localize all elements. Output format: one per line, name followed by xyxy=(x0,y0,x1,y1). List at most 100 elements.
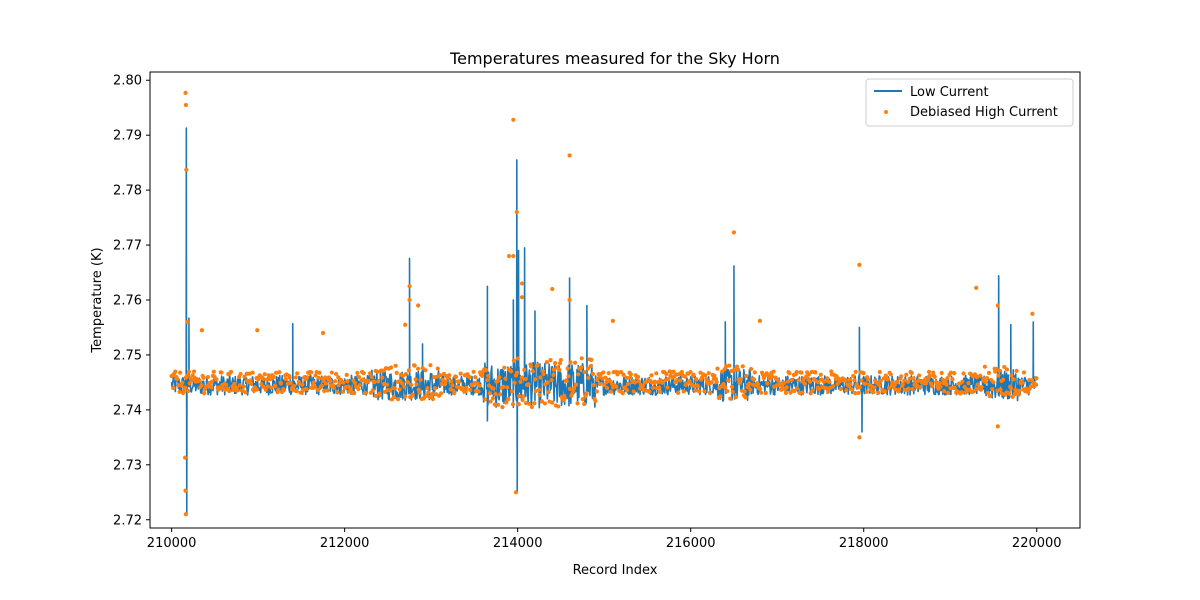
series-high-current-point xyxy=(910,387,915,392)
series-high-current-point xyxy=(293,375,298,380)
series-high-current-point xyxy=(911,376,916,381)
series-high-current-point xyxy=(647,389,652,394)
series-high-current-point xyxy=(537,387,542,392)
series-high-current-point xyxy=(271,374,276,380)
series-high-current-point xyxy=(425,385,430,391)
series-high-current-point xyxy=(595,377,600,383)
series-high-current-point xyxy=(724,364,729,369)
series-high-current-point xyxy=(539,399,545,404)
series-high-current-point xyxy=(730,389,735,394)
series-high-current-point xyxy=(556,404,561,409)
series-high-current-point xyxy=(545,380,550,385)
series-high-current-point xyxy=(688,369,693,375)
series-high-current-point xyxy=(237,383,242,388)
series-high-current-point xyxy=(513,490,519,495)
series-high-current-point xyxy=(291,383,297,389)
series-high-current-point xyxy=(304,386,309,392)
series-high-current-point xyxy=(348,386,353,391)
series-high-current-point xyxy=(568,360,573,365)
series-high-current-point xyxy=(604,385,610,391)
series-high-current-point xyxy=(942,388,947,394)
series-high-current-point xyxy=(593,398,598,404)
series-high-current-point xyxy=(511,117,516,122)
series-high-current-point xyxy=(340,389,345,394)
series-high-current-point xyxy=(185,319,190,325)
series-high-current-point xyxy=(749,366,754,372)
series-high-current-point xyxy=(182,455,188,460)
series-high-current-point xyxy=(434,374,440,379)
series-high-current-point xyxy=(313,373,318,378)
series-high-current-point xyxy=(1030,311,1035,316)
series-high-current-point xyxy=(477,383,482,388)
series-high-current-point xyxy=(586,375,591,380)
series-high-current-point xyxy=(265,384,270,389)
series-high-current-point xyxy=(1011,377,1016,382)
series-high-current-point xyxy=(456,379,461,384)
series-high-current-point xyxy=(544,360,549,365)
legend: Low Current Debiased High Current xyxy=(865,78,1074,127)
series-high-current-point xyxy=(214,377,219,382)
series-high-current-point xyxy=(250,370,255,375)
series-high-current-point xyxy=(309,370,314,375)
series-high-current-point xyxy=(550,400,555,405)
series-high-current-point xyxy=(316,375,321,380)
series-high-current-point xyxy=(893,387,898,392)
series-high-current-point xyxy=(1021,370,1027,375)
legend-label-high-current: Debiased High Current xyxy=(910,105,1058,120)
series-high-current-point xyxy=(738,377,743,382)
series-high-current-point xyxy=(776,378,781,383)
series-high-current-point xyxy=(859,378,864,383)
series-high-current-point xyxy=(180,380,185,385)
series-high-current-point xyxy=(242,374,247,379)
series-high-current-point xyxy=(369,374,374,380)
series-high-current-point xyxy=(731,230,737,235)
series-high-current-point xyxy=(906,386,911,391)
series-high-current-point xyxy=(514,370,520,375)
series-high-current-point xyxy=(567,297,572,303)
series-high-current-point xyxy=(649,373,654,378)
series-high-current-point xyxy=(495,378,500,384)
series-high-current-point xyxy=(676,390,681,395)
series-high-current-point xyxy=(377,392,383,398)
series-high-current-point xyxy=(755,382,761,387)
series-high-current-point xyxy=(506,253,512,259)
series-high-current-point xyxy=(802,381,807,387)
series-high-current-point xyxy=(273,370,279,375)
series-high-current-point xyxy=(331,385,336,390)
series-high-current-point xyxy=(397,387,402,392)
series-high-current-point xyxy=(439,381,444,387)
series-high-current-point xyxy=(982,364,987,369)
series-high-current-point xyxy=(590,371,596,376)
series-high-current-point xyxy=(487,391,492,396)
series-high-current-point xyxy=(483,397,488,402)
series-high-current-point xyxy=(909,370,914,376)
series-high-current-point xyxy=(792,388,797,394)
series-high-current-point xyxy=(573,382,579,387)
series-high-current-point xyxy=(171,385,176,391)
series-high-current-point xyxy=(800,390,805,395)
series-high-current-point xyxy=(585,366,591,371)
series-high-current-point xyxy=(227,388,232,394)
series-high-current-point xyxy=(276,387,281,392)
series-high-current-point xyxy=(939,370,944,376)
series-high-current-point xyxy=(263,387,268,392)
series-high-current-point xyxy=(403,322,408,327)
series-high-current-point xyxy=(818,372,823,377)
series-high-current-point xyxy=(856,390,861,396)
series-high-current-point xyxy=(443,379,448,384)
series-high-current-point xyxy=(437,373,443,378)
series-high-current-point xyxy=(356,386,361,392)
series-high-current-point xyxy=(892,382,897,388)
series-high-current-point xyxy=(565,366,570,371)
series-high-current-point xyxy=(763,390,768,396)
series-high-current-point xyxy=(687,379,692,384)
series-high-current-point xyxy=(625,381,631,387)
series-high-current-point xyxy=(877,382,882,388)
series-high-current-point xyxy=(438,391,444,396)
series-high-current-point xyxy=(885,377,890,382)
series-high-current-point xyxy=(863,381,868,386)
series-high-current-point xyxy=(807,379,813,384)
series-high-current-point xyxy=(727,363,732,368)
series-high-current-point xyxy=(781,380,787,385)
series-high-current-point xyxy=(464,385,469,391)
